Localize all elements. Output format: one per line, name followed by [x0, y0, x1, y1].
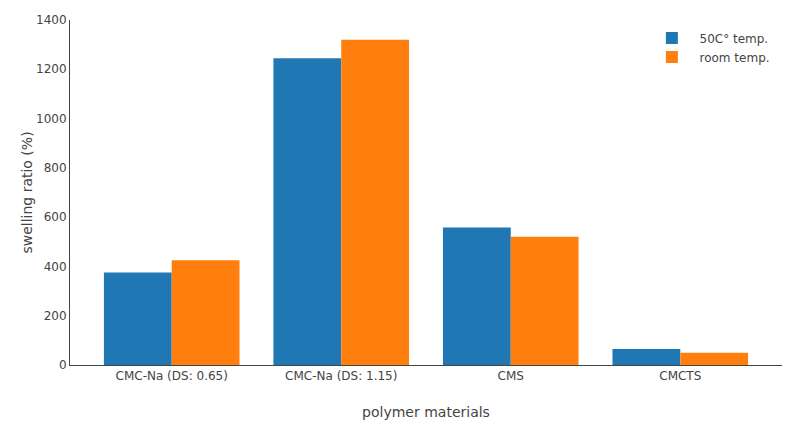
- svg-text:600: 600: [44, 210, 67, 224]
- svg-text:polymer materials: polymer materials: [362, 404, 490, 420]
- svg-text:800: 800: [44, 161, 67, 175]
- svg-text:room temp.: room temp.: [692, 51, 770, 65]
- svg-text:1200: 1200: [36, 62, 67, 76]
- svg-text:CMS: CMS: [498, 369, 524, 383]
- svg-text:1400: 1400: [36, 13, 67, 27]
- svg-text:0: 0: [59, 358, 67, 372]
- svg-text:200: 200: [44, 309, 67, 323]
- svg-text:CMCTS: CMCTS: [659, 369, 701, 383]
- svg-text:CMC-Na (DS: 1.15): CMC-Na (DS: 1.15): [285, 369, 397, 383]
- svg-text:50C° temp.: 50C° temp.: [692, 32, 768, 46]
- svg-text:400: 400: [44, 260, 67, 274]
- svg-text:1000: 1000: [36, 112, 67, 126]
- svg-text:CMC-Na (DS: 0.65): CMC-Na (DS: 0.65): [116, 369, 228, 383]
- svg-text:swelling ratio (%): swelling ratio (%): [19, 131, 35, 253]
